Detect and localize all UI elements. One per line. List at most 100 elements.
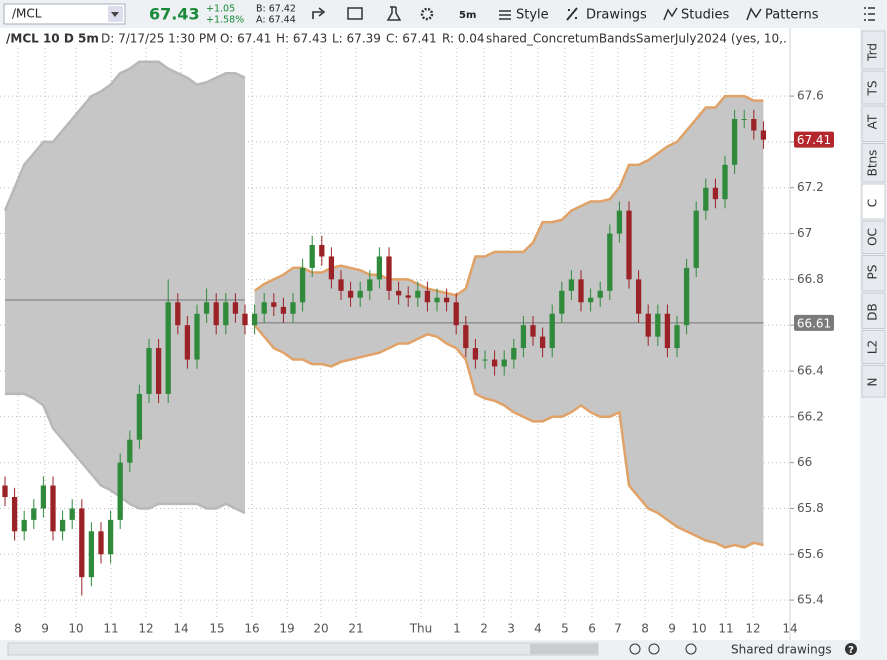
scrollbar[interactable] bbox=[7, 642, 599, 656]
candle-body bbox=[251, 313, 258, 326]
sidebar-tab[interactable] bbox=[861, 30, 886, 70]
sidebar-tab[interactable] bbox=[861, 220, 886, 254]
y-tick-label: 66.4 bbox=[797, 363, 824, 377]
info-item: O: 67.41 bbox=[220, 32, 271, 46]
candle-body bbox=[453, 302, 459, 326]
info-bar bbox=[0, 28, 858, 48]
settings-icon[interactable] bbox=[420, 7, 434, 21]
candle-body bbox=[463, 325, 469, 349]
x-tick-label: 9 bbox=[41, 622, 49, 636]
candle-body bbox=[117, 462, 123, 520]
sidebar-tab-label[interactable]: L2 bbox=[866, 340, 880, 354]
candle-body bbox=[290, 302, 296, 314]
sidebar-tab-label[interactable]: DB bbox=[866, 303, 880, 320]
candle-body bbox=[309, 245, 315, 268]
x-tick-label: Thu bbox=[409, 622, 433, 636]
candle-body bbox=[395, 290, 402, 296]
x-tick-label: 11 bbox=[103, 622, 118, 636]
band-area bbox=[4, 61, 245, 514]
candle-body bbox=[731, 119, 738, 165]
x-tick-label: 5 bbox=[561, 622, 569, 636]
zoom-in[interactable] bbox=[648, 643, 660, 655]
info-item: L: 67.39 bbox=[332, 32, 381, 46]
candle-body bbox=[578, 279, 584, 303]
sidebar-tab[interactable] bbox=[861, 365, 886, 398]
x-tick-label: 12 bbox=[745, 622, 760, 636]
aggregation[interactable]: 5m bbox=[459, 10, 476, 21]
menu-patterns[interactable]: Patterns bbox=[765, 8, 819, 23]
crosshair[interactable] bbox=[685, 643, 697, 655]
x-tick-label: 15 bbox=[209, 622, 224, 636]
sidebar-tab[interactable] bbox=[861, 255, 886, 292]
x-tick-label: 3 bbox=[507, 622, 515, 636]
sidebar-tab-label[interactable]: C bbox=[866, 199, 880, 207]
help-bg[interactable] bbox=[845, 643, 857, 655]
candle-body bbox=[232, 302, 239, 314]
symbol[interactable]: /MCL bbox=[12, 7, 42, 21]
candle-body bbox=[434, 297, 440, 303]
candle-body bbox=[98, 531, 104, 555]
candle-body bbox=[424, 290, 431, 303]
sidebar-tab[interactable] bbox=[861, 70, 886, 105]
candle-body bbox=[31, 508, 37, 520]
zoom-out[interactable] bbox=[629, 643, 641, 655]
candle-body bbox=[616, 210, 623, 234]
x-tick-label: 7 bbox=[614, 622, 622, 636]
y-tick-label: 65.6 bbox=[797, 547, 824, 561]
share-icon bbox=[312, 7, 326, 19]
candle-body bbox=[655, 313, 661, 337]
menu-style[interactable]: Style bbox=[516, 8, 549, 23]
candle-body bbox=[703, 187, 709, 211]
screen-icon[interactable] bbox=[347, 7, 363, 20]
candle-body bbox=[79, 508, 85, 578]
sidebar-tab-label[interactable]: Btns bbox=[866, 150, 880, 177]
price-badge-label: 67.41 bbox=[797, 133, 831, 147]
candle-body bbox=[751, 119, 757, 131]
y-tick-label: 67.2 bbox=[797, 180, 824, 194]
candle-body bbox=[559, 290, 565, 314]
help[interactable]: ? bbox=[848, 645, 854, 656]
pct-change: +1.58% bbox=[206, 15, 244, 26]
candle-body bbox=[213, 302, 219, 326]
candle-body bbox=[328, 256, 335, 280]
scroll-thumb[interactable] bbox=[530, 644, 598, 654]
shared-drawings[interactable]: Shared drawings bbox=[731, 643, 832, 657]
candle-body bbox=[69, 508, 75, 520]
candle-body bbox=[261, 302, 267, 314]
menu-icon[interactable] bbox=[864, 7, 875, 21]
flask-icon[interactable] bbox=[386, 6, 402, 21]
candle-body bbox=[501, 359, 507, 367]
sidebar-tab[interactable] bbox=[861, 292, 886, 329]
x-tick-label: 12 bbox=[138, 622, 153, 636]
candle-body bbox=[683, 267, 690, 326]
sidebar-tab-label[interactable]: Trd bbox=[866, 43, 880, 62]
x-tick-label: 1 bbox=[453, 622, 461, 636]
sidebar-tab-label[interactable]: OC bbox=[866, 228, 880, 246]
candle-body bbox=[11, 496, 18, 532]
x-tick-label: 8 bbox=[641, 622, 649, 636]
x-tick-label: 10 bbox=[68, 622, 83, 636]
sidebar-tab-label[interactable]: AT bbox=[866, 114, 880, 129]
candle-body bbox=[693, 210, 699, 268]
candle-body bbox=[760, 130, 767, 140]
candle-body bbox=[674, 325, 680, 349]
sidebar-tab[interactable] bbox=[861, 143, 886, 183]
sidebar-tab[interactable] bbox=[861, 330, 886, 364]
sidebar-tab[interactable] bbox=[861, 183, 886, 220]
candle-body bbox=[664, 313, 671, 349]
x-tick-label: 2 bbox=[480, 622, 488, 636]
sidebar-tab-label[interactable]: PS bbox=[866, 265, 880, 280]
band-edge bbox=[3, 60, 246, 212]
sidebar-tab[interactable] bbox=[861, 105, 886, 142]
last-price: 67.43 bbox=[149, 5, 200, 24]
candle-body bbox=[415, 290, 421, 298]
sidebar-tab-label[interactable]: TS bbox=[866, 81, 880, 97]
menu-drawings[interactable]: Drawings bbox=[586, 8, 647, 23]
info-item: C: 67.41 bbox=[386, 32, 437, 46]
menu-studies[interactable]: Studies bbox=[681, 8, 729, 23]
candle-body bbox=[280, 306, 287, 314]
symbol-box[interactable] bbox=[3, 3, 126, 25]
sidebar-tab-label[interactable]: N bbox=[866, 378, 880, 387]
drawings-icon bbox=[566, 7, 578, 21]
